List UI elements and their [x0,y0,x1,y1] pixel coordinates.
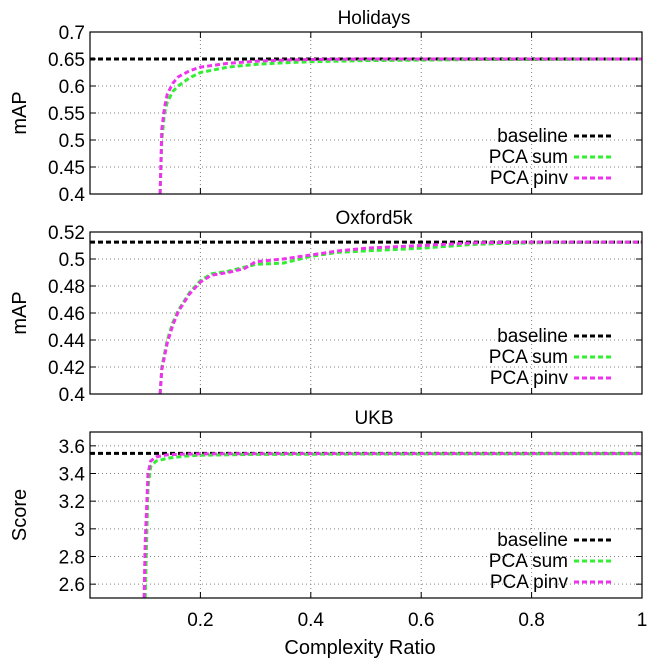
legend-label: PCA pinv [490,572,569,593]
y-tick-label: 0.4 [59,185,86,206]
series-line-pca-pinv [158,57,642,195]
legend-label: PCA sum [489,347,568,368]
x-tick-label: 1 [637,610,647,631]
y-tick-label: 0.52 [48,223,85,244]
y-axis-label: Score [9,489,31,541]
series-line-pca-sum [158,240,643,395]
legend-label: PCA sum [489,147,568,168]
y-tick-label: 3.2 [59,492,85,513]
x-tick-label: 0.6 [408,610,434,631]
legend-label: PCA sum [489,551,568,572]
y-tick-label: 0.44 [48,331,85,352]
plot-frame [89,31,643,195]
y-tick-label: 0.46 [48,304,85,325]
series-line-pca-pinv [158,240,642,395]
y-tick-label: 0.45 [48,158,85,179]
y-tick-label: 0.5 [59,250,85,271]
y-axis-label: mAP [9,291,31,334]
series-line-pca-pinv [142,452,642,599]
x-tick-label: 0.4 [298,610,325,631]
series-line-pca-sum [158,57,643,195]
x-tick-label: 0.2 [187,610,213,631]
panel-ukb: 2.6 2.8 3 3.2 3.4 3.6 0.2 0.4 0.6 0.8 1 UKB Score Com… [9,408,647,659]
chart-title: UKB [354,408,393,429]
legend-label: baseline [497,126,568,147]
chart-title: Oxford5k [335,208,413,229]
y-tick-label: 3 [74,520,85,541]
y-tick-label: 0.5 [59,131,85,152]
y-tick-label: 0.55 [48,104,85,125]
legend-label: PCA pinv [490,168,569,189]
panel-oxford5k: 0.4 0.42 0.44 0.46 0.48 0.5 0.52 Oxford5k mAP bas… [9,208,643,406]
legend-label: PCA pinv [490,368,569,389]
legend-label: baseline [497,530,568,551]
plot-frame [89,431,643,599]
legend-label: baseline [497,326,568,347]
y-tick-label: 0.4 [59,385,86,406]
y-tick-label: 2.8 [59,548,85,569]
y-tick-label: 3.6 [59,437,85,458]
y-axis-label: mAP [9,91,31,134]
y-tick-label: 0.65 [48,50,85,71]
plot-frame [89,231,643,395]
x-axis-label: Complexity Ratio [284,637,435,659]
y-tick-label: 0.42 [48,358,85,379]
y-tick-label: 3.4 [59,465,86,486]
y-tick-label: 2.6 [59,575,85,596]
y-tick-label: 0.48 [48,277,85,298]
panel-holidays: 0.4 0.45 0.5 0.55 0.6 0.65 0.7 Holidays mAP basel… [9,8,643,206]
chart-title: Holidays [338,8,411,29]
y-tick-label: 0.7 [59,23,85,44]
y-tick-label: 0.6 [59,77,85,98]
x-tick-label: 0.8 [518,610,544,631]
